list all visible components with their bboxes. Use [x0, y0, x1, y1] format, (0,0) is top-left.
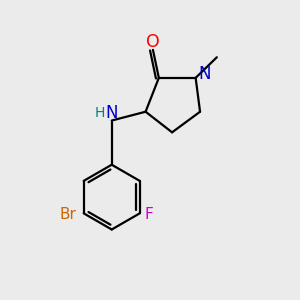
- Text: O: O: [146, 33, 160, 51]
- Text: N: N: [198, 65, 211, 83]
- Text: F: F: [145, 207, 154, 222]
- Text: N: N: [106, 104, 118, 122]
- Text: H: H: [94, 106, 104, 120]
- Text: Br: Br: [60, 207, 77, 222]
